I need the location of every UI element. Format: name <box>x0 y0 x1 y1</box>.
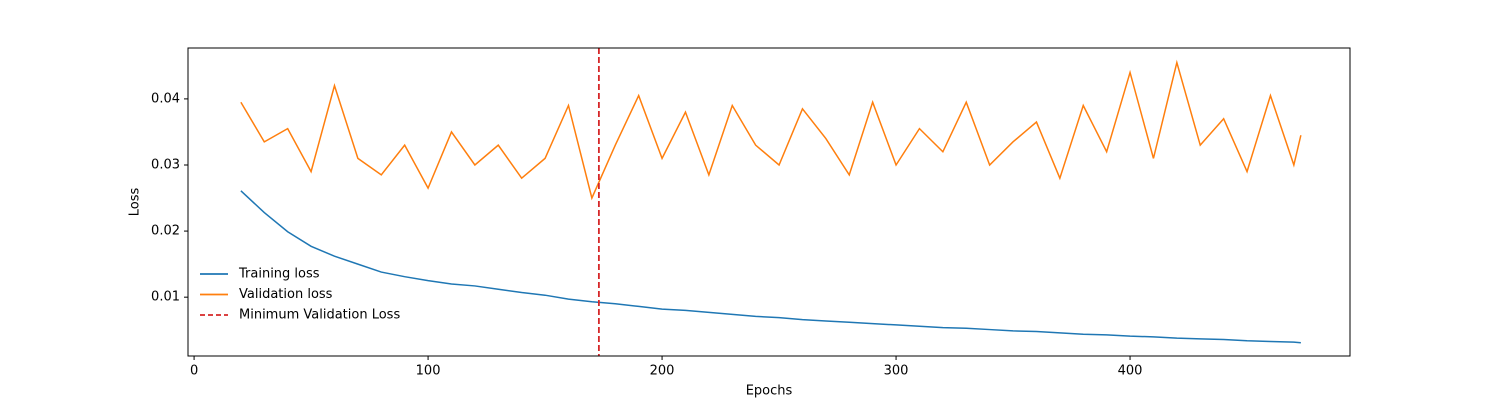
legend-label: Training loss <box>238 267 320 282</box>
legend-label: Validation loss <box>239 287 333 302</box>
plot-frame <box>187 47 1351 357</box>
y-tick-label: 0.02 <box>151 224 180 239</box>
legend-label: Minimum Validation Loss <box>239 308 400 323</box>
series-line <box>240 59 1302 201</box>
x-tick-label: 200 <box>650 364 675 379</box>
x-tick-label: 0 <box>190 364 198 379</box>
series-line <box>240 190 1301 344</box>
y-axis-label: Loss <box>128 188 143 217</box>
x-tick-label: 400 <box>1118 364 1143 379</box>
y-tick-label: 0.03 <box>151 157 180 172</box>
y-tick-label: 0.04 <box>151 91 180 106</box>
y-tick-label: 0.01 <box>151 290 180 305</box>
x-tick-label: 300 <box>884 364 909 379</box>
x-axis-label: Epochs <box>746 384 793 399</box>
x-tick-label: 100 <box>416 364 441 379</box>
